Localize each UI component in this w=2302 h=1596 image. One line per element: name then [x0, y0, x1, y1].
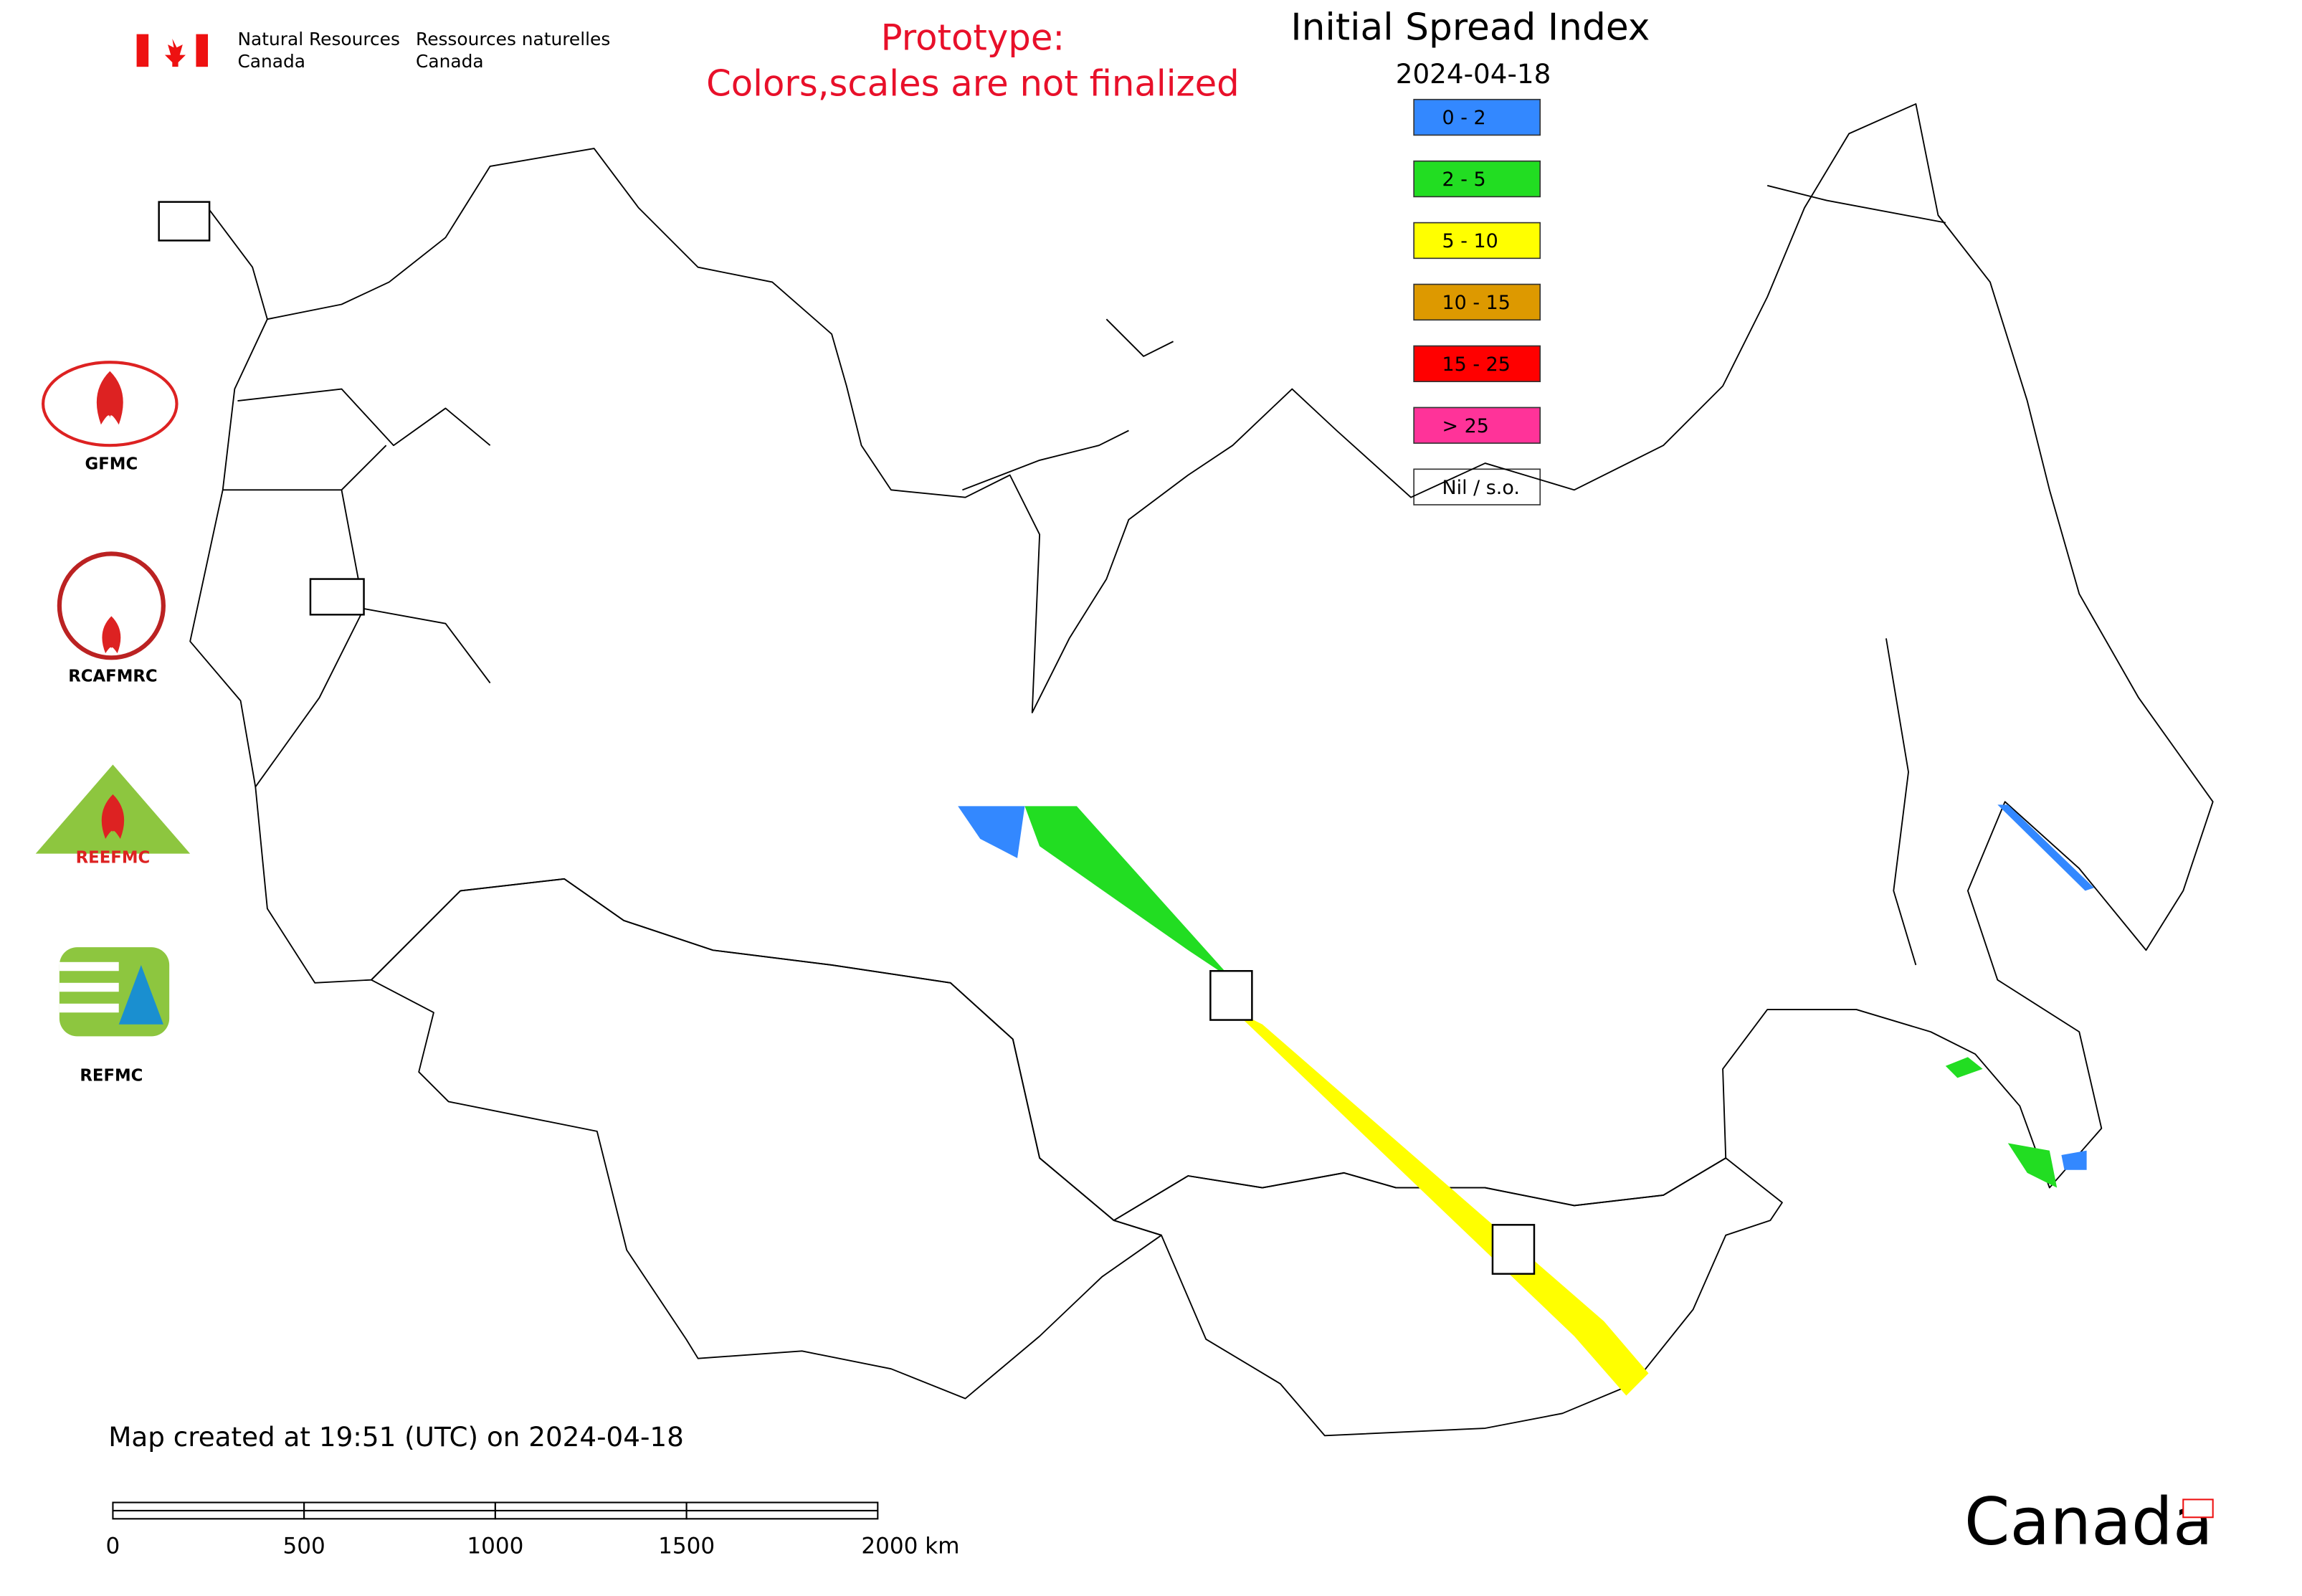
patch [1945, 1057, 1983, 1078]
borders [163, 103, 2214, 1437]
sakhalin [1885, 638, 1917, 966]
legend-label: 2 - 5 [1442, 168, 1486, 191]
scale-label: 500 [283, 1534, 325, 1559]
kazakhstan-outline [370, 878, 1162, 1400]
legend-label: Nil / s.o. [1442, 477, 1520, 499]
logo-label: GFMC [85, 455, 138, 474]
patch [2007, 1143, 2058, 1188]
patch [2061, 1150, 2087, 1170]
notice: Prototype: [881, 16, 1065, 58]
dept-fr: Ressources naturelles [416, 29, 610, 49]
scale-bar: 0 500 1000 1500 2000 km [106, 1501, 959, 1559]
index-patches [958, 804, 2094, 1396]
dept-en: Canada [237, 51, 305, 72]
logo-text: REEFMC [76, 848, 151, 867]
canada-flag [136, 34, 209, 67]
patch [958, 806, 1025, 858]
legend-swatch [1413, 345, 1541, 382]
legend-swatch [1413, 407, 1541, 444]
refmc-logo [59, 947, 170, 1037]
legend-swatch [1413, 98, 1541, 136]
europe-borders [163, 206, 491, 788]
scale-label: 2000 km [861, 1534, 959, 1559]
legend-label: > 25 [1442, 415, 1489, 437]
dept-en: Natural Resources [237, 29, 399, 49]
legend-swatch [1413, 283, 1541, 321]
russia-outline [189, 103, 2214, 1222]
station-markers [158, 201, 1536, 1275]
notice: Colors,scales are not finalized [706, 63, 1240, 105]
scale-label: 0 [106, 1534, 120, 1559]
mongolia-outline [1113, 1157, 1783, 1437]
reefmc-logo [35, 764, 191, 854]
legend-label: 0 - 2 [1442, 107, 1486, 129]
novaya-zemlya [962, 318, 1174, 491]
legend-label: 10 - 15 [1442, 292, 1511, 314]
patch [1232, 1010, 1649, 1396]
patch [1997, 804, 2094, 891]
logo-label: REFMC [80, 1067, 143, 1086]
gfmc-logo [42, 361, 179, 447]
patch [1024, 806, 1233, 980]
scale-label: 1000 [467, 1534, 523, 1559]
scale-label: 1500 [658, 1534, 715, 1559]
wordmark-flag [2182, 1498, 2214, 1519]
title: Initial Spread Index [1290, 6, 1650, 49]
logo-label: RCAFMRC [68, 668, 157, 686]
legend: 0 - 2 2 - 5 5 - 10 10 - 15 15 - 25 > 25 Nil / … [1413, 98, 1541, 505]
legend-swatch [1413, 160, 1541, 198]
kamchatka [1766, 184, 1946, 224]
legend-label: 5 - 10 [1442, 230, 1498, 252]
dept-fr: Canada [416, 51, 484, 72]
rcafmrc-logo [57, 551, 166, 660]
legend-swatch [1413, 222, 1541, 260]
date: 2024-04-18 [1396, 58, 1551, 90]
footer: Map created at 19:51 (UTC) on 2024-04-18 [108, 1421, 684, 1453]
wordmark: Canada [1964, 1484, 2213, 1560]
legend-label: 15 - 25 [1442, 353, 1511, 376]
